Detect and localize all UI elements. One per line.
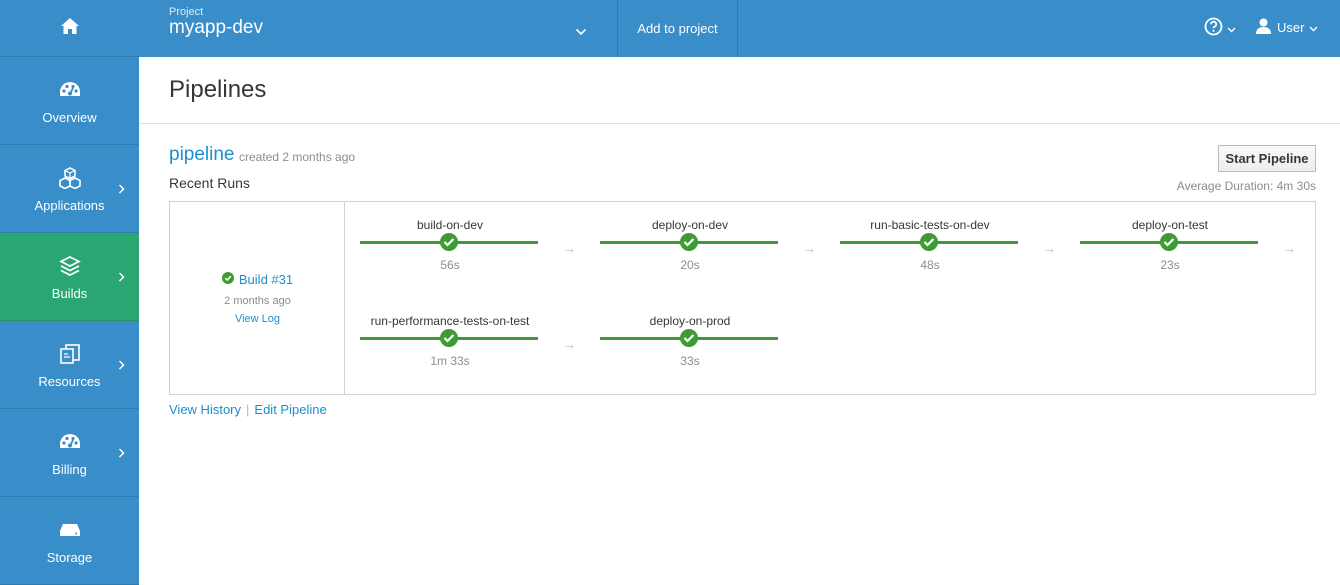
chevron-right-icon [118, 447, 125, 462]
stage-duration: 48s [920, 258, 940, 272]
pipeline-name-link[interactable]: pipeline [169, 144, 235, 165]
stage-duration: 1m 33s [430, 354, 470, 368]
layers-icon [58, 253, 81, 279]
help-menu[interactable] [1204, 17, 1236, 41]
page-header: Pipelines [139, 57, 1340, 124]
arrow-right-icon: → [1042, 240, 1056, 256]
sidebar-item-storage[interactable]: Storage [0, 497, 139, 585]
question-icon [1204, 17, 1223, 41]
files-icon [59, 341, 81, 367]
stage-name: build-on-dev [416, 218, 484, 232]
user-icon [1255, 17, 1272, 37]
project-name: myapp-dev [169, 17, 263, 38]
sidebar-item-resources[interactable]: Resources [0, 321, 139, 409]
pipeline-stage[interactable]: deploy-on-dev 20s [600, 218, 780, 298]
link-separator: | [246, 402, 250, 417]
sidebar-item-label: Storage [46, 549, 93, 565]
home-button[interactable] [0, 0, 139, 57]
stage-name: deploy-on-test [1131, 218, 1209, 232]
sidebar-item-applications[interactable]: Applications [0, 145, 139, 233]
sidebar-item-builds[interactable]: Builds [0, 233, 139, 321]
user-name: User [1277, 19, 1305, 35]
recent-runs-heading: Recent Runs [169, 175, 250, 191]
build-time: 2 months ago [224, 295, 291, 307]
main-content: Pipelines pipeline created 2 months ago … [139, 57, 1340, 584]
arrow-right-icon: → [802, 240, 816, 256]
arrow-right-icon: → [562, 240, 576, 256]
dashboard-icon [59, 77, 81, 103]
sidebar-item-label: Applications [34, 197, 105, 213]
stage-duration: 23s [1160, 258, 1180, 272]
drive-icon [59, 517, 81, 543]
chevron-down-icon [1227, 20, 1236, 38]
arrow-right-icon: → [1282, 240, 1296, 256]
stage-name: deploy-on-dev [651, 218, 729, 232]
check-icon [920, 233, 938, 251]
pipeline-stage[interactable]: deploy-on-test 23s [1080, 218, 1260, 298]
sidebar-item-label: Resources [38, 373, 101, 389]
check-icon [1160, 233, 1178, 251]
project-selector[interactable]: Project myapp-dev [139, 0, 618, 57]
start-pipeline-button[interactable]: Start Pipeline [1218, 145, 1316, 172]
chevron-right-icon [118, 359, 125, 374]
sidebar: Overview Applications Builds Resources [0, 0, 139, 585]
pipeline-created-time: created 2 months ago [239, 150, 356, 164]
build-link[interactable]: Build #31 [170, 272, 345, 287]
stage-duration: 56s [440, 258, 460, 272]
pipeline-run: Build #31 2 months ago View Log build-on… [169, 201, 1316, 395]
check-icon [440, 233, 458, 251]
chevron-down-icon [1309, 20, 1318, 35]
stage-name: deploy-on-prod [649, 314, 731, 328]
sidebar-item-label: Overview [42, 109, 97, 125]
chevron-right-icon [118, 183, 125, 198]
pipeline-stage[interactable]: build-on-dev 56s [360, 218, 540, 298]
sidebar-item-label: Billing [52, 461, 87, 477]
sidebar-item-billing[interactable]: Billing [0, 409, 139, 497]
average-duration: Average Duration: 4m 30s [1176, 179, 1316, 193]
check-icon [680, 233, 698, 251]
stage-name: run-performance-tests-on-test [370, 314, 530, 328]
build-label: Build #31 [238, 272, 294, 287]
home-icon [60, 17, 80, 40]
sidebar-item-label: Builds [51, 285, 88, 301]
chevron-down-icon [575, 23, 587, 41]
page-title: Pipelines [169, 76, 267, 103]
pipeline-stage[interactable]: run-performance-tests-on-test 1m 33s [360, 314, 540, 394]
sidebar-item-overview[interactable]: Overview [0, 57, 139, 145]
dashboard-icon [59, 429, 81, 455]
check-circle-icon [221, 272, 234, 287]
arrow-right-icon: → [562, 336, 576, 352]
build-summary: Build #31 2 months ago View Log [170, 202, 345, 394]
user-menu[interactable]: User [1255, 17, 1318, 37]
stage-duration: 20s [680, 258, 700, 272]
check-icon [440, 329, 458, 347]
pipeline-links: View History | Edit Pipeline [169, 402, 327, 417]
stage-name: run-basic-tests-on-dev [870, 218, 990, 232]
cubes-icon [58, 165, 82, 191]
chevron-right-icon [118, 271, 125, 286]
stage-duration: 33s [680, 354, 700, 368]
edit-pipeline-link[interactable]: Edit Pipeline [254, 402, 327, 417]
top-bar: Project myapp-dev Add to project User [139, 0, 1340, 57]
view-history-link[interactable]: View History [169, 402, 242, 417]
check-icon [680, 329, 698, 347]
project-label: Project [169, 6, 204, 18]
pipeline-stage[interactable]: run-basic-tests-on-dev 48s [840, 218, 1020, 298]
view-log-link[interactable]: View Log [234, 313, 281, 325]
pipeline-stage[interactable]: deploy-on-prod 33s [600, 314, 780, 394]
add-to-project-button[interactable]: Add to project [618, 0, 738, 57]
